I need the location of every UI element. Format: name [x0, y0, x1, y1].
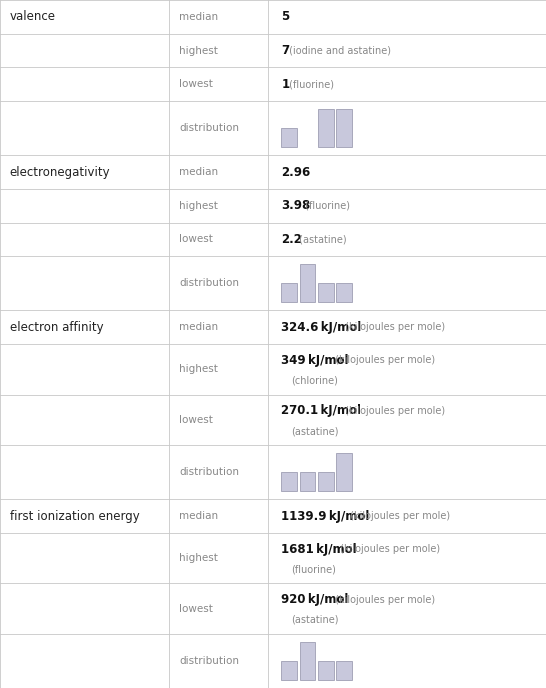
Bar [281, 128, 297, 147]
Bar [300, 264, 316, 302]
Bar [336, 453, 352, 491]
Text: 2.2: 2.2 [281, 233, 302, 246]
Text: first ionization energy: first ionization energy [10, 510, 140, 522]
Text: median: median [179, 12, 218, 22]
Text: (astatine): (astatine) [291, 615, 339, 625]
Text: 324.6 kJ/mol: 324.6 kJ/mol [281, 321, 361, 334]
Text: (astatine): (astatine) [291, 426, 339, 436]
Text: distribution: distribution [179, 278, 239, 288]
Bar [336, 109, 352, 147]
Text: distribution: distribution [179, 123, 239, 133]
Bar [300, 472, 316, 491]
Text: 1: 1 [281, 78, 289, 91]
Text: (kilojoules per mole): (kilojoules per mole) [347, 511, 450, 521]
Text: 270.1 kJ/mol: 270.1 kJ/mol [281, 405, 361, 418]
Text: lowest: lowest [179, 604, 213, 614]
Text: electron affinity: electron affinity [10, 321, 103, 334]
Text: 7: 7 [281, 44, 289, 57]
Bar [281, 472, 297, 491]
Text: median: median [179, 167, 218, 177]
Text: lowest: lowest [179, 235, 213, 244]
Text: (astatine): (astatine) [296, 235, 347, 244]
Bar [336, 661, 352, 680]
Text: (kilojoules per mole): (kilojoules per mole) [332, 355, 435, 365]
Bar [300, 642, 316, 680]
Text: lowest: lowest [179, 415, 213, 425]
Text: 3.98: 3.98 [281, 200, 311, 212]
Bar [281, 661, 297, 680]
Text: (kilojoules per mole): (kilojoules per mole) [342, 322, 446, 332]
Text: 5: 5 [281, 10, 289, 23]
Text: (kilojoules per mole): (kilojoules per mole) [342, 406, 446, 416]
Text: highest: highest [179, 553, 218, 563]
Bar [318, 109, 334, 147]
Text: highest: highest [179, 45, 218, 56]
Bar [281, 283, 297, 302]
Text: (fluorine): (fluorine) [286, 79, 334, 89]
Text: highest: highest [179, 201, 218, 211]
Text: (fluorine): (fluorine) [301, 201, 349, 211]
Text: (kilojoules per mole): (kilojoules per mole) [332, 594, 435, 605]
Text: median: median [179, 511, 218, 521]
Text: (fluorine): (fluorine) [291, 564, 336, 574]
Text: 349 kJ/mol: 349 kJ/mol [281, 354, 349, 367]
Text: valence: valence [10, 10, 56, 23]
Text: 920 kJ/mol: 920 kJ/mol [281, 593, 348, 606]
Text: (kilojoules per mole): (kilojoules per mole) [337, 544, 441, 554]
Bar [318, 661, 334, 680]
Text: (chlorine): (chlorine) [291, 376, 338, 385]
Text: 2.96: 2.96 [281, 166, 311, 178]
Text: 1681 kJ/mol: 1681 kJ/mol [281, 543, 357, 555]
Text: highest: highest [179, 364, 218, 374]
Text: median: median [179, 322, 218, 332]
Text: (iodine and astatine): (iodine and astatine) [286, 45, 391, 56]
Text: distribution: distribution [179, 656, 239, 666]
Bar [336, 283, 352, 302]
Text: 1139.9 kJ/mol: 1139.9 kJ/mol [281, 510, 370, 522]
Bar [318, 472, 334, 491]
Text: electronegativity: electronegativity [10, 166, 110, 178]
Text: distribution: distribution [179, 467, 239, 477]
Text: lowest: lowest [179, 79, 213, 89]
Bar [318, 283, 334, 302]
